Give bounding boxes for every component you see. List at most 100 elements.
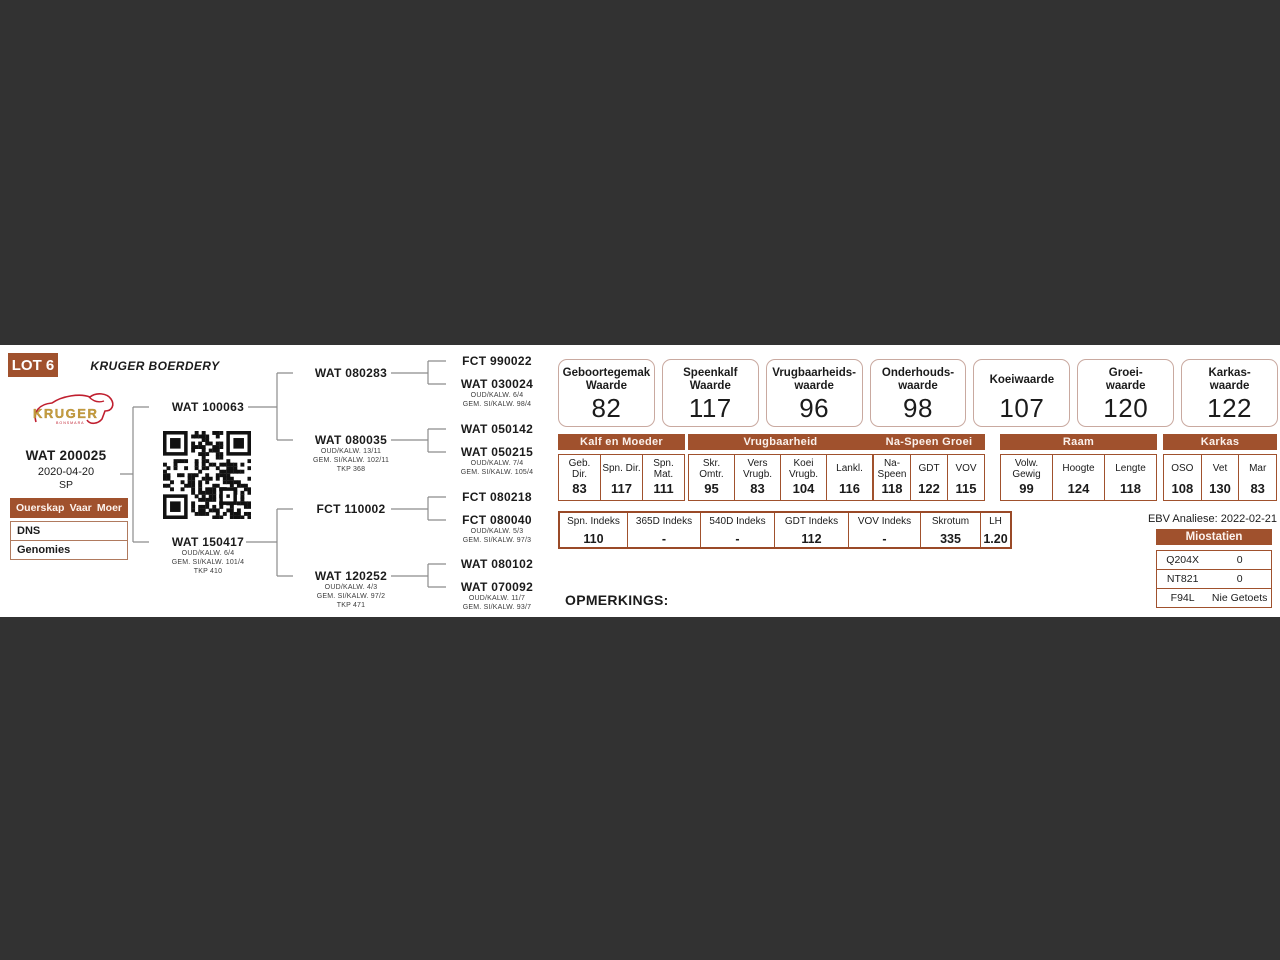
column-value: 111 xyxy=(653,481,674,496)
column-header: VOV xyxy=(955,463,977,474)
column-header: Lankl. xyxy=(836,463,863,474)
ebv-box-geboortegemak: Geboortegemak Waarde 82 xyxy=(558,359,655,427)
ebv-value: 82 xyxy=(591,393,622,423)
column-value: 118 xyxy=(881,481,903,496)
column-value: 130 xyxy=(1209,481,1231,496)
parent-tabs: Ouerskap Vaar Moer xyxy=(10,498,128,518)
column-value: 83 xyxy=(572,481,587,496)
column-value: 124 xyxy=(1067,481,1090,496)
group-header: Na-Speen Groei xyxy=(873,434,985,450)
table-column: VOV 115 xyxy=(947,455,984,500)
column-header: Koei Vrugb. xyxy=(788,457,819,480)
table-group-karkas: Karkas OSO 108 Vet 130 Mar 83 xyxy=(1163,434,1277,501)
miostatien-row: Q204X 0 xyxy=(1156,550,1272,570)
column-value: 99 xyxy=(1019,481,1034,496)
pedigree-gen3-node: FCT 080218 xyxy=(432,490,562,504)
index-cell: Skrotum 335 xyxy=(920,513,980,547)
ebv-value: 107 xyxy=(999,393,1045,423)
gene-name: NT821 xyxy=(1166,573,1199,585)
tab-ouerskap[interactable]: Ouerskap xyxy=(16,502,65,514)
pedigree-gen3-node: WAT 030024 OUD/KALW. 6/4 GEM. SI/KALW. 9… xyxy=(432,377,562,409)
column-value: 117 xyxy=(611,481,632,496)
column-value: 108 xyxy=(1171,481,1194,496)
ebv-box-koeiwaarde: Koeiwaarde 107 xyxy=(973,359,1071,427)
ebv-label: waarde xyxy=(1105,380,1146,392)
miostatien-header: Miostatien xyxy=(1156,529,1272,545)
pedigree-stat: GEM. SI/KALW. 98/4 xyxy=(462,401,532,408)
ebv-value: 117 xyxy=(688,393,732,423)
index-label: LH xyxy=(989,516,1002,527)
ebv-label: Groei- xyxy=(1108,367,1143,379)
column-header: Geb. Dir. xyxy=(568,457,591,480)
table-column: Spn. Dir. 117 xyxy=(600,455,642,500)
pedigree-stat: TKP 410 xyxy=(193,568,223,575)
dns-button[interactable]: DNS xyxy=(10,521,128,541)
index-label: Skrotum xyxy=(931,516,970,527)
table-group-na-speen-groei: Na-Speen Groei Na-Speen 118 GDT 122 VOV 115 xyxy=(873,434,985,501)
pedigree-id: WAT 080283 xyxy=(314,366,388,380)
group-header: Kalf en Moeder xyxy=(558,434,685,450)
ebv-value: 98 xyxy=(903,393,933,423)
ebv-label: Vrugbaarheids- xyxy=(772,367,856,379)
pedigree-stat: TKP 471 xyxy=(336,602,366,609)
tab-moer[interactable]: Moer xyxy=(96,502,122,514)
genomies-button[interactable]: Genomies xyxy=(10,540,128,560)
column-header: Spn. Dir. xyxy=(602,463,641,474)
column-header: Vers Vrugb. xyxy=(742,457,773,480)
table-column: GDT 122 xyxy=(910,455,947,500)
pedigree-id: WAT 050142 xyxy=(460,422,534,436)
index-label: 365D Indeks xyxy=(635,516,693,527)
column-value: 115 xyxy=(955,481,977,496)
group-header: Vrugbaarheid xyxy=(688,434,873,450)
index-value: - xyxy=(661,531,667,546)
index-label: Spn. Indeks xyxy=(567,516,620,527)
table-column: Skr. Omtr. 95 xyxy=(689,455,734,500)
column-value: 116 xyxy=(839,481,860,496)
index-label: 540D Indeks xyxy=(709,516,766,527)
table-column: Lengte 118 xyxy=(1104,455,1156,500)
pedigree-stat: OUD/KALW. 6/4 xyxy=(470,392,524,399)
index-value: 112 xyxy=(801,531,822,546)
pedigree-gen3-node: FCT 990022 xyxy=(432,354,562,368)
pedigree-gen3-node: WAT 080102 xyxy=(432,557,562,571)
table-column: Na-Speen 118 xyxy=(874,455,910,500)
column-value: 83 xyxy=(1250,481,1265,496)
pedigree-id: WAT 080102 xyxy=(460,557,534,571)
pedigree-gen3-node: FCT 080040 OUD/KALW. 5/3 GEM. SI/KALW. 9… xyxy=(432,513,562,545)
table-column: Hoogte 124 xyxy=(1052,455,1104,500)
column-header: Mar xyxy=(1249,463,1267,474)
column-header: Skr. Omtr. xyxy=(699,457,724,480)
pedigree-stat: OUD/KALW. 5/3 xyxy=(470,528,524,535)
ebv-label: Speenkalf xyxy=(683,367,738,379)
catalog-page: LOT 6 KRUGER BOERDERY KRUGER BONSMARA WA… xyxy=(0,345,1280,617)
table-group-kalf-en-moeder: Kalf en Moeder Geb. Dir. 83 Spn. Dir. 117 … xyxy=(558,434,685,501)
pedigree-gen3-node: WAT 050215 OUD/KALW. 7/4 GEM. SI/KALW. 1… xyxy=(432,445,562,477)
cattle-outline-icon xyxy=(34,393,114,425)
pedigree-stat: GEM. SI/KALW. 101/4 xyxy=(171,559,245,566)
column-header: Na-Speen xyxy=(877,457,907,480)
table-column: Geb. Dir. 83 xyxy=(559,455,600,500)
index-cell: GDT Indeks 112 xyxy=(774,513,848,547)
table-group-vrugbaarheid: Vrugbaarheid Skr. Omtr. 95 Vers Vrugb. 83 … xyxy=(688,434,873,501)
table-column: Spn. Mat. 111 xyxy=(642,455,684,500)
column-header: Lengte xyxy=(1115,463,1146,474)
pedigree-id: WAT 080035 xyxy=(314,433,388,447)
table-column: Lankl. 116 xyxy=(826,455,872,500)
index-cell: 365D Indeks - xyxy=(627,513,700,547)
tab-vaar[interactable]: Vaar xyxy=(69,502,92,514)
animal-sex: SP xyxy=(58,479,73,491)
pedigree-id: WAT 150417 xyxy=(171,535,245,549)
pedigree-dam: WAT 150417 OUD/KALW. 6/4 GEM. SI/KALW. 1… xyxy=(143,535,273,576)
column-header: Spn. Mat. xyxy=(653,457,674,480)
column-header: GDT xyxy=(918,463,940,474)
group-header: Raam xyxy=(1000,434,1157,450)
pedigree-stat: OUD/KALW. 7/4 xyxy=(470,460,524,467)
pedigree-gen2-node: WAT 080035 OUD/KALW. 13/11 GEM. SI/KALW.… xyxy=(286,433,416,474)
pedigree-id: FCT 080218 xyxy=(462,490,532,504)
index-cell: VOV Indeks - xyxy=(848,513,920,547)
table-group-raam: Raam Volw. Gewig 99 Hoogte 124 Lengte 118 xyxy=(1000,434,1157,501)
pedigree-id: FCT 080040 xyxy=(462,513,532,527)
column-header: Volw. Gewig xyxy=(1012,457,1041,480)
table-column: Mar 83 xyxy=(1238,455,1276,500)
